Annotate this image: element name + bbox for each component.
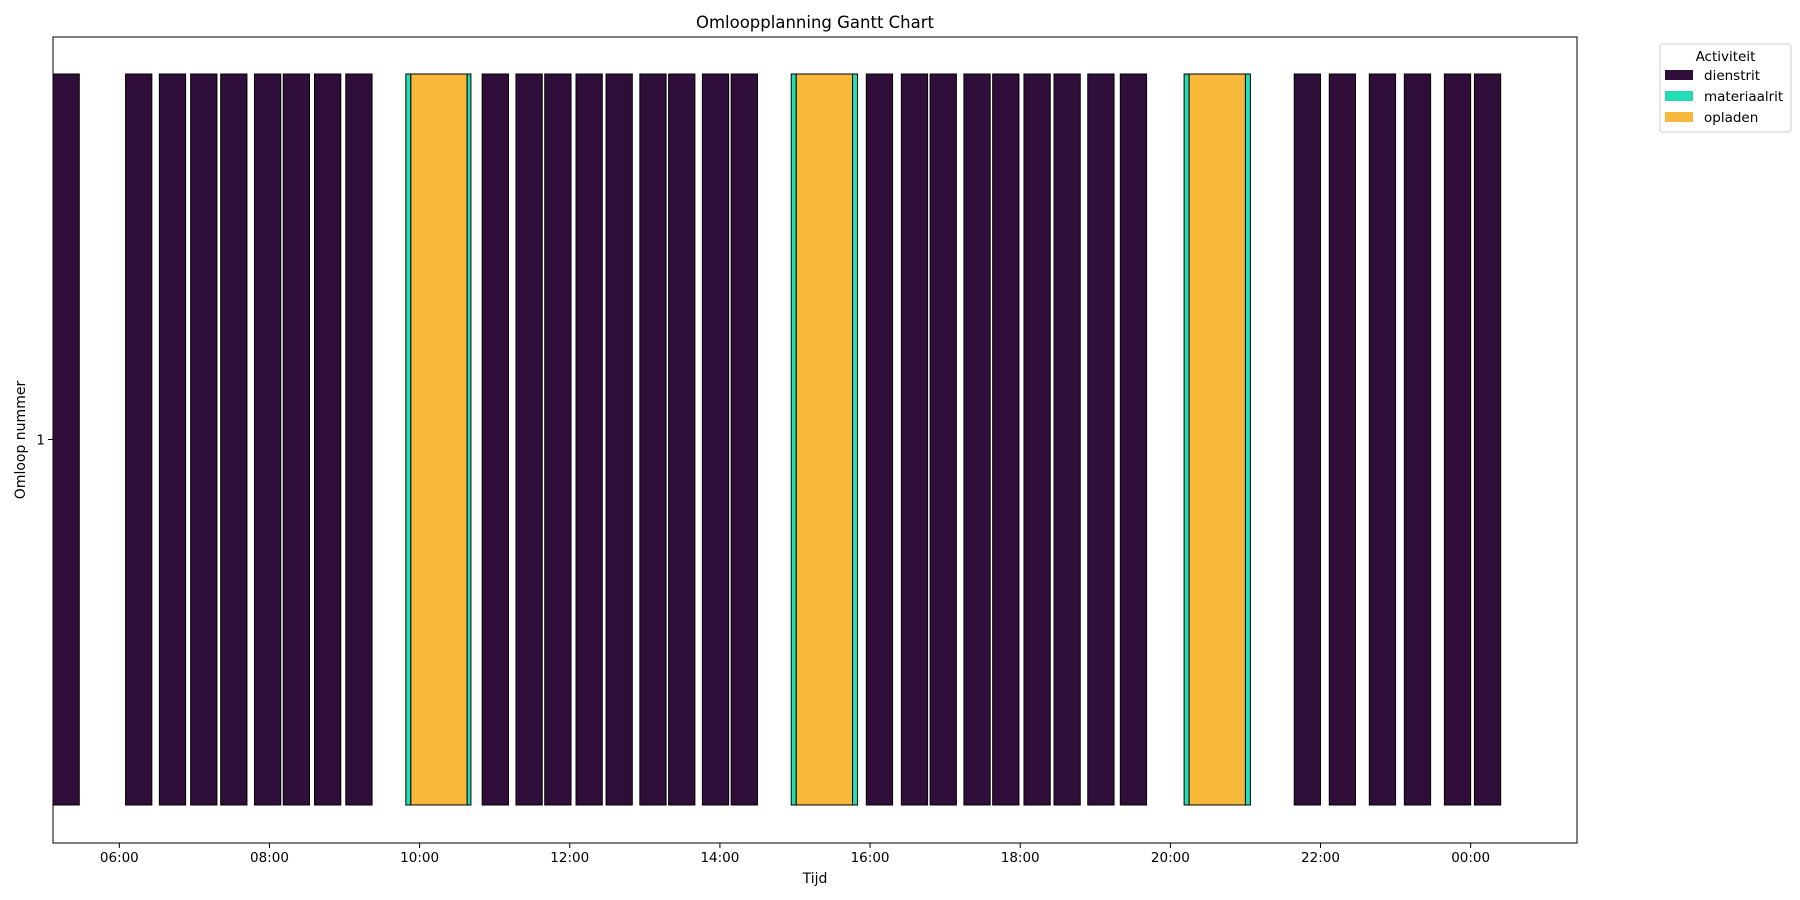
bar-dienstrit-31 [1053,73,1081,806]
bar-dienstrit-39 [1368,73,1397,806]
bar-dienstrit-29 [992,73,1020,806]
bar-dienstrit-20 [701,73,730,806]
bar-dienstrit-42 [1473,73,1502,806]
bar-dienstrit-37 [1293,73,1321,806]
legend: Activiteit dienstrit materiaalrit opladen [1659,43,1792,133]
legend-swatch-opladen [1665,112,1693,122]
x-tick-label: 00:00 [1451,850,1490,866]
bar-dienstrit-25 [865,73,894,806]
bar-dienstrit-14 [515,73,543,806]
bar-dienstrit-5 [220,73,248,806]
bar-materiaalrit-24 [852,73,859,806]
chart-title: Omloopplanning Gantt Chart [696,13,935,32]
x-tick-label: 16:00 [851,850,890,866]
x-tick-label: 12:00 [550,850,589,866]
legend-box [1659,43,1792,133]
legend-label-materiaalrit: materiaalrit [1704,89,1783,105]
bar-dienstrit-41 [1443,73,1472,806]
y-axis-label: Omloop nummer [13,381,29,500]
bar-dienstrit-15 [544,73,572,806]
bar-materiaalrit-22 [790,73,797,806]
x-tick-label: 08:00 [250,850,289,866]
bar-dienstrit-38 [1328,73,1357,806]
y-tick-label: 1 [36,433,45,449]
bar-opladen-35 [1188,73,1246,806]
x-tick-label: 20:00 [1151,850,1190,866]
bar-dienstrit-33 [1119,73,1148,806]
bar-dienstrit-30 [1023,73,1051,806]
bar-dienstrit-26 [900,73,929,806]
bar-materiaalrit-12 [466,73,472,806]
x-tick-label: 10:00 [400,850,439,866]
bar-dienstrit-18 [639,73,667,806]
bar-dienstrit-19 [668,73,696,806]
bar-materiaalrit-10 [405,73,412,806]
bar-opladen-23 [795,73,854,806]
bar-dienstrit-3 [158,73,187,806]
bar-dienstrit-32 [1087,73,1115,806]
bar-dienstrit-28 [963,73,991,806]
legend-items: dienstrit materiaalrit opladen [1665,68,1783,126]
bar-dienstrit-27 [929,73,957,806]
bar-dienstrit-13 [481,73,509,806]
bar-dienstrit-2 [125,73,153,806]
bar-dienstrit-4 [190,73,218,806]
bar-dienstrit-17 [605,73,633,806]
legend-label-opladen: opladen [1704,110,1758,126]
bar-dienstrit-6 [253,73,282,806]
bar-dienstrit-1 [52,73,80,806]
bar-dienstrit-21 [730,73,758,806]
bar-dienstrit-40 [1403,73,1432,806]
legend-swatch-dienstrit [1665,70,1693,80]
legend-label-dienstrit: dienstrit [1704,68,1760,84]
bar-materiaalrit-36 [1244,73,1251,806]
bar-dienstrit-16 [575,73,603,806]
axes-layer: 06:00 08:00 10:00 12:00 14:00 16:00 18:00 20:00… [36,433,1490,867]
x-tick-label: 06:00 [100,850,139,866]
bar-dienstrit-8 [314,73,342,806]
x-tick-label: 22:00 [1301,850,1340,866]
bar-dienstrit-9 [345,73,373,806]
bar-dienstrit-7 [282,73,311,806]
bars-layer [52,73,1502,806]
legend-swatch-materiaalrit [1665,91,1693,101]
x-axis-label: Tijd [802,871,828,887]
legend-title: Activiteit [1696,49,1756,65]
bar-opladen-11 [410,73,468,806]
x-tick-label: 18:00 [1001,850,1040,866]
x-tick-label: 14:00 [700,850,739,866]
bar-materiaalrit-34 [1183,73,1190,806]
